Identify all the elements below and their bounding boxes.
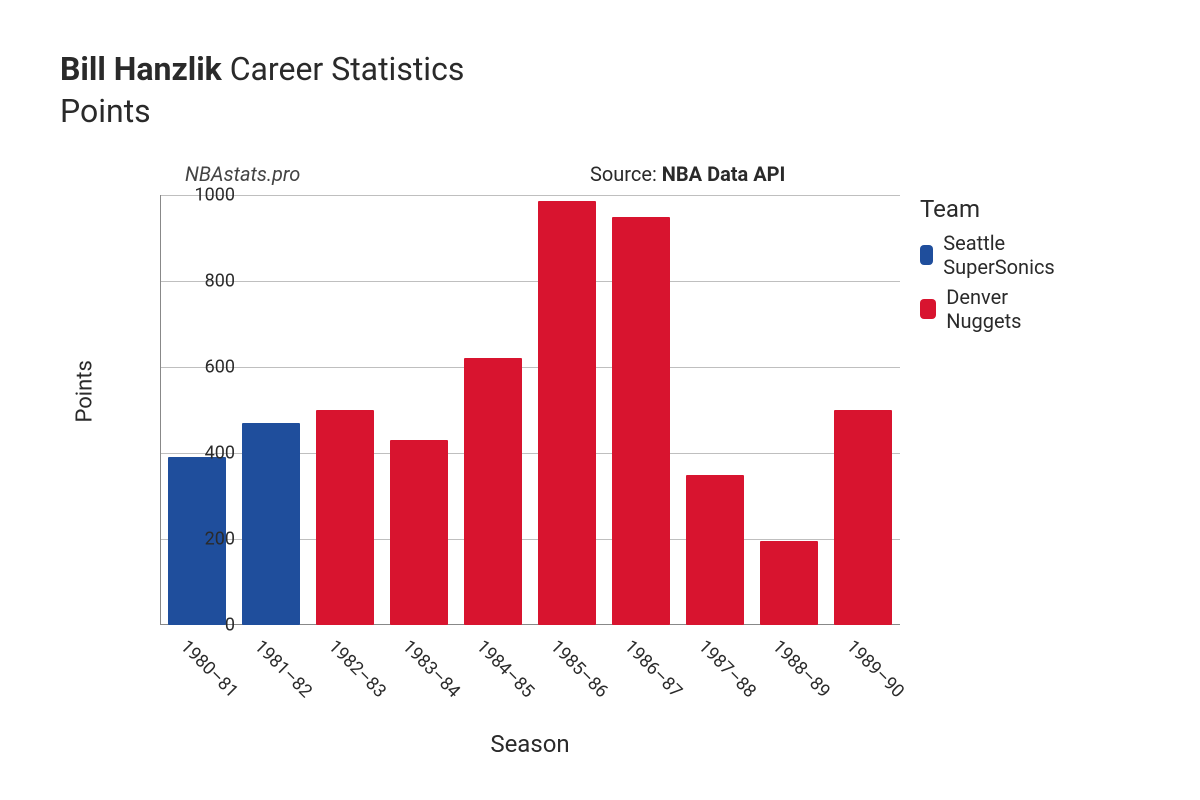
legend-title: Team [920, 195, 1062, 223]
y-tick-label: 0 [175, 615, 235, 636]
bars-group [160, 195, 900, 625]
bar [834, 410, 892, 625]
x-tick-label: 1983–84 [398, 636, 464, 702]
bar [242, 423, 300, 625]
y-tick-label: 600 [175, 357, 235, 378]
x-tick-label: 1988–89 [768, 636, 834, 702]
title-suffix: Career Statistics [230, 50, 465, 88]
x-tick-label: 1987–88 [694, 636, 760, 702]
legend-label: Seattle SuperSonics [943, 231, 1061, 279]
x-tick-label: 1982–83 [324, 636, 390, 702]
y-axis-title: Points [73, 360, 98, 422]
source-name: NBA Data API [662, 162, 786, 186]
y-tick-label: 1000 [175, 185, 235, 206]
x-tick-label: 1981–82 [250, 636, 316, 702]
y-tick-label: 400 [175, 443, 235, 464]
x-tick-label: 1989–90 [842, 636, 908, 702]
x-tick-label: 1986–87 [620, 636, 686, 702]
y-tick-label: 200 [175, 529, 235, 550]
x-tick-label: 1985–86 [546, 636, 612, 702]
bar [612, 217, 670, 626]
legend-swatch [920, 245, 933, 265]
legend-swatch [920, 299, 936, 319]
bar [390, 440, 448, 625]
bar [760, 541, 818, 625]
x-tick-label: 1984–85 [472, 636, 538, 702]
bar [464, 358, 522, 625]
source-attribution: Source: NBA Data API [590, 162, 785, 186]
chart-area: NBAstats.pro Source: NBA Data API 1980–8… [70, 150, 990, 710]
chart-subtitle: Points [60, 92, 1140, 130]
x-axis-title: Season [160, 730, 900, 758]
bar [538, 201, 596, 625]
bar [686, 475, 744, 626]
legend-items: Seattle SuperSonics Denver Nuggets [920, 231, 1062, 333]
chart-title-line1: Bill Hanzlik Career Statistics [60, 50, 1140, 88]
y-tick-label: 800 [175, 271, 235, 292]
legend-label: Denver Nuggets [946, 285, 1061, 333]
legend: Team Seattle SuperSonics Denver Nuggets [920, 195, 1062, 339]
source-prefix: Source: [590, 162, 662, 186]
bar [316, 410, 374, 625]
legend-item: Denver Nuggets [920, 285, 1062, 333]
chart-container: Bill Hanzlik Career Statistics Points NB… [0, 0, 1200, 800]
x-tick-label: 1980–81 [176, 636, 242, 702]
legend-item: Seattle SuperSonics [920, 231, 1062, 279]
watermark-text: NBAstats.pro [185, 162, 300, 186]
player-name: Bill Hanzlik [60, 50, 222, 88]
